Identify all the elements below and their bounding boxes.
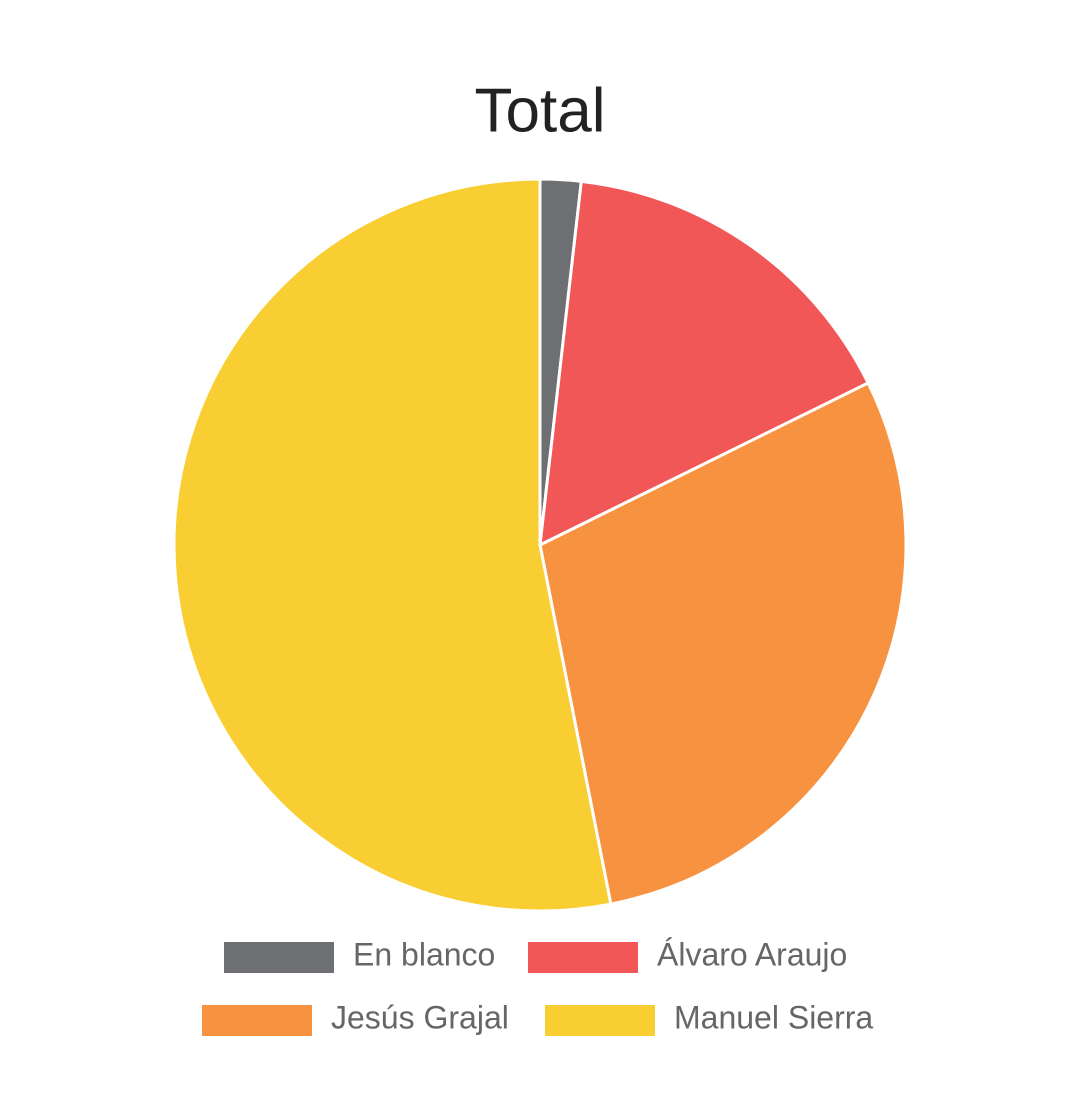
pie-slice <box>538 380 908 906</box>
legend-swatch <box>528 942 638 973</box>
legend-label: En blanco <box>353 936 495 972</box>
pie-slice <box>172 177 613 913</box>
legend-label: Jesús Grajal <box>331 999 509 1035</box>
legend-swatch <box>224 942 334 973</box>
legend-label: Manuel Sierra <box>674 999 873 1035</box>
pie-slice <box>538 179 871 548</box>
legend-label: Álvaro Araujo <box>657 936 847 972</box>
legend-swatch <box>202 1005 312 1036</box>
chart-title: Total <box>475 76 606 145</box>
legend-swatch <box>545 1005 655 1036</box>
